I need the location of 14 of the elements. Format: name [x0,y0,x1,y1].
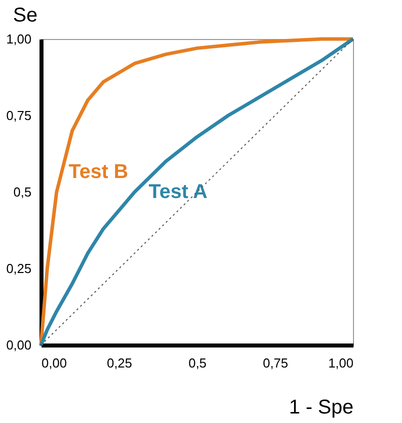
y-tick-label: 0,25 [6,261,32,276]
x-tick-label: 1,00 [328,356,354,370]
y-tick-label: 1,00 [6,32,32,46]
x-axis-title: 1 - Spe [289,396,354,418]
series-label: Test B [68,161,128,183]
y-tick-label: 0,00 [6,338,32,352]
x-tick-label: 0,25 [106,356,132,370]
y-tick-label: 0,75 [6,108,32,123]
x-tick-label: 0,5 [188,356,207,370]
y-tick-label: 0,5 [13,184,32,200]
x-tick-label: 0,00 [42,356,67,370]
x-tick-label: 0,75 [262,356,288,370]
series-label: Test A [148,181,208,203]
y-axis-title: Se [13,4,38,26]
